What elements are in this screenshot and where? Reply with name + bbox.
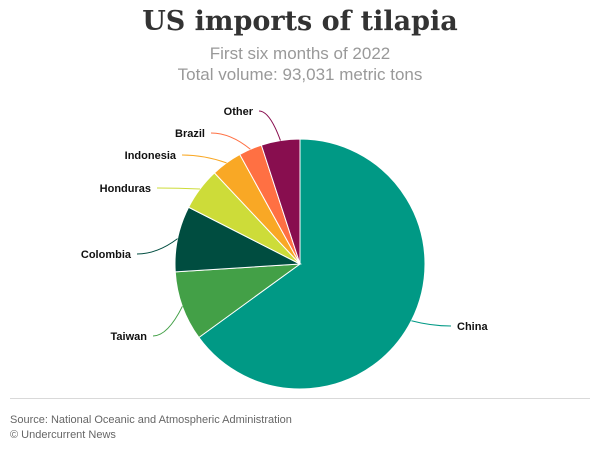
leader-line-taiwan [152,306,183,337]
leader-line-brazil [210,132,251,150]
pie-leader-lines [136,110,452,337]
leader-line-other [258,110,281,141]
footer-divider [10,398,590,399]
leader-line-indonesia [181,154,227,164]
pie-slice-other[interactable] [260,138,301,265]
chart-subtitle-period: First six months of 2022 [209,44,391,63]
slice-label-honduras: Honduras [100,183,151,195]
leader-line-colombia [136,238,178,255]
pie-slice-china[interactable] [198,138,426,390]
source-note: Source: National Oceanic and Atmospheric… [10,414,292,426]
slice-label-brazil: Brazil [175,128,205,140]
chart-title: US imports of tilapia [142,6,458,37]
leader-line-honduras [156,187,201,190]
leader-line-china [411,320,452,327]
pie-slices [174,138,426,390]
slice-label-taiwan: Taiwan [111,331,148,343]
slice-label-indonesia: Indonesia [125,150,177,162]
slice-label-other: Other [224,106,254,118]
slice-label-china: China [457,321,488,333]
slice-label-colombia: Colombia [81,249,132,261]
pie-labels: China Taiwan Colombia Honduras Indonesia Braz… [81,106,489,343]
chart-subtitle-volume: Total volume: 93,031 metric tons [177,65,423,84]
credit-note: © Undercurrent News [10,429,116,441]
